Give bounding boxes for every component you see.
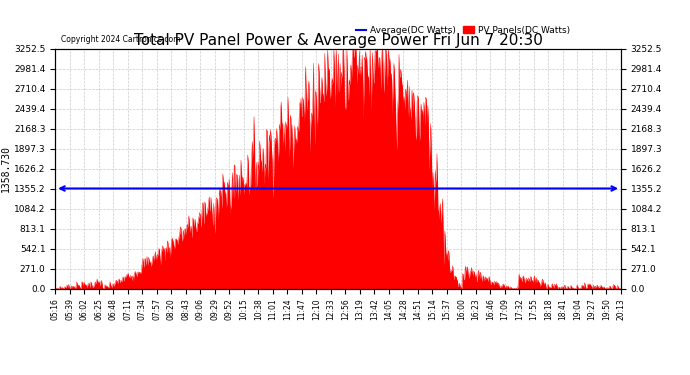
- Title: Total PV Panel Power & Average Power Fri Jun 7 20:30: Total PV Panel Power & Average Power Fri…: [134, 33, 542, 48]
- Y-axis label: 1358.730: 1358.730: [1, 145, 11, 192]
- Legend: Average(DC Watts), PV Panels(DC Watts): Average(DC Watts), PV Panels(DC Watts): [352, 22, 573, 38]
- Text: Copyright 2024 Cartronics.com: Copyright 2024 Cartronics.com: [61, 35, 180, 44]
